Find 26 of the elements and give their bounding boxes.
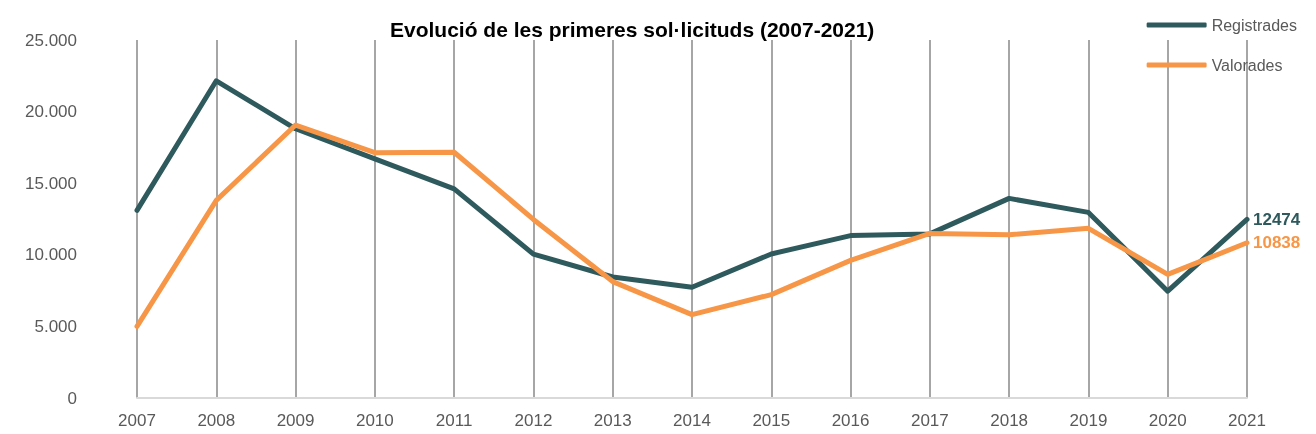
x-tick-label: 2013	[593, 411, 632, 430]
x-tick-label: 2015	[752, 411, 791, 430]
x-tick-label: 2018	[990, 411, 1029, 430]
x-tick-label: 2021	[1228, 411, 1266, 430]
y-tick-label: 25.000	[25, 30, 77, 50]
x-tick-label: 2010	[355, 411, 394, 430]
y-tick-label: 15.000	[25, 173, 77, 193]
x-tick-label: 2012	[514, 411, 553, 430]
legend-label: Registrades	[1211, 16, 1297, 34]
x-tick-label: 2007	[118, 411, 156, 430]
y-tick-label: 20.000	[25, 102, 77, 122]
x-tick-label: 2016	[831, 411, 870, 430]
x-tick-label: 2017	[910, 411, 949, 430]
chart-title: Evolució de les primeres sol·licituds (2007-2021)	[390, 18, 875, 41]
x-tick-label: 2008	[197, 411, 236, 430]
x-tick-label: 2014	[673, 411, 711, 430]
x-tick-label: 2011	[435, 411, 473, 430]
legend-label: Valorades	[1211, 56, 1283, 74]
x-tick-label: 2009	[276, 411, 315, 430]
y-tick-label: 10.000	[25, 245, 77, 265]
data-label: 10838	[1253, 233, 1301, 253]
data-label: 12474	[1253, 209, 1301, 229]
y-tick-label: 0	[67, 388, 77, 408]
y-tick-label: 5.000	[34, 316, 77, 336]
x-tick-label: 2020	[1148, 411, 1187, 430]
x-tick-label: 2019	[1069, 411, 1108, 430]
